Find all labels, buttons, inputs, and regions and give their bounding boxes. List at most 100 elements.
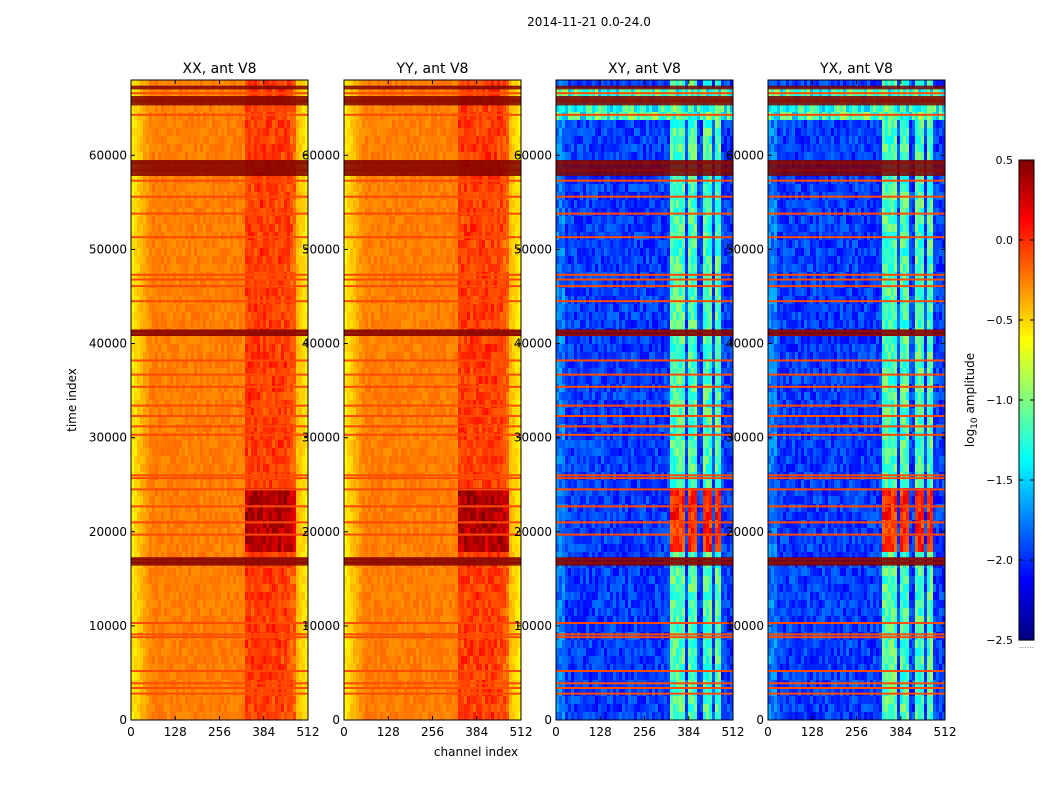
heatmap-cell (221, 120, 225, 129)
heatmap-cell (140, 248, 144, 257)
heatmap-cell (284, 344, 288, 353)
heatmap-cell (134, 280, 138, 289)
heatmap-cell (212, 336, 216, 345)
heatmap-cell (203, 288, 207, 297)
heatmap-cell (143, 184, 147, 193)
heatmap-cell (170, 264, 174, 273)
heatmap-cell (239, 224, 243, 233)
heatmap-cell (170, 320, 174, 329)
heatmap-cell (296, 240, 300, 249)
heatmap-cell (164, 352, 168, 361)
heatmap-cell (161, 352, 165, 361)
heatmap-cell (185, 136, 189, 145)
heatmap-cell (278, 200, 282, 209)
heatmap-cell (197, 136, 201, 145)
heatmap-cell (272, 200, 276, 209)
heatmap-cell (284, 320, 288, 329)
heatmap-cell (287, 336, 291, 345)
heatmap-cell (158, 248, 162, 257)
heatmap-cell (269, 280, 273, 289)
heatmap-cell (140, 184, 144, 193)
heatmap-cell (239, 144, 243, 153)
heatmap-cell (242, 120, 246, 129)
heatmap-cell (188, 248, 192, 257)
heatmap-cell (233, 152, 237, 161)
heatmap-cell (179, 184, 183, 193)
heatmap-cell (278, 224, 282, 233)
heatmap-cell (191, 280, 195, 289)
heatmap-cell (251, 200, 255, 209)
heatmap-cell (155, 128, 159, 137)
heatmap-cell (203, 304, 207, 313)
heatmap-cell (167, 224, 171, 233)
heatmap-cell (149, 120, 153, 129)
heatmap-cell (236, 352, 240, 361)
heatmap-cell (164, 208, 168, 217)
heatmap-cell (221, 216, 225, 225)
heatmap-cell (266, 136, 270, 145)
heatmap-cell (194, 304, 198, 313)
heatmap-cell (293, 336, 297, 345)
heatmap-cell (284, 128, 288, 137)
heatmap-cell (233, 248, 237, 257)
heatmap-cell (233, 120, 237, 129)
heatmap-cell (302, 200, 306, 209)
heatmap-cell (209, 112, 213, 121)
heatmap-cell (158, 240, 162, 249)
heatmap-cell (272, 144, 276, 153)
heatmap-cell (173, 256, 177, 265)
heatmap-cell (149, 208, 153, 217)
heatmap-cell (260, 152, 264, 161)
heatmap-cell (185, 264, 189, 273)
heatmap-cell (134, 128, 138, 137)
heatmap-cell (299, 120, 303, 129)
heatmap-cell (299, 264, 303, 273)
heatmap-cell (269, 184, 273, 193)
heatmap-cell (215, 288, 219, 297)
heatmap-cell (212, 112, 216, 121)
heatmap-cell (233, 136, 237, 145)
heatmap-cell (182, 128, 186, 137)
heatmap-cell (293, 144, 297, 153)
heatmap-cell (263, 200, 267, 209)
heatmap-cell (257, 184, 261, 193)
heatmap-cell (290, 312, 294, 321)
heatmap-cell (209, 184, 213, 193)
heatmap-cell (176, 240, 180, 249)
heatmap-cell (149, 248, 153, 257)
heatmap-cell (194, 264, 198, 273)
heatmap-cell (140, 120, 144, 129)
heatmap-cell (293, 256, 297, 265)
heatmap-cell (182, 264, 186, 273)
heatmap-cell (161, 184, 165, 193)
heatmap-cell (173, 224, 177, 233)
heatmap-cell (251, 208, 255, 217)
heatmap-cell (134, 288, 138, 297)
heatmap-cell (185, 224, 189, 233)
heatmap-cell (218, 216, 222, 225)
heatmap-cell (257, 200, 261, 209)
heatmap-cell (173, 280, 177, 289)
heatmap-cell (158, 288, 162, 297)
heatmap-cell (149, 256, 153, 265)
heatmap-cell (287, 144, 291, 153)
heatmap-cell (263, 304, 267, 313)
heatmap-cell (152, 320, 156, 329)
heatmap-cell (176, 256, 180, 265)
heatmap-cell (185, 144, 189, 153)
heatmap-cell (167, 208, 171, 217)
heatmap-cell (272, 304, 276, 313)
heatmap-cell (239, 120, 243, 129)
heatmap-cell (248, 120, 252, 129)
heatmap-cell (152, 128, 156, 137)
heatmap-cell (296, 288, 300, 297)
heatmap-cell (146, 336, 150, 345)
heatmap-cell (149, 128, 153, 137)
heatmap-cell (197, 184, 201, 193)
heatmap-cell (200, 136, 204, 145)
heatmap-cell (263, 280, 267, 289)
heatmap-cell (278, 312, 282, 321)
heatmap-cell (182, 216, 186, 225)
heatmap-cell (191, 312, 195, 321)
heatmap-cell (146, 312, 150, 321)
